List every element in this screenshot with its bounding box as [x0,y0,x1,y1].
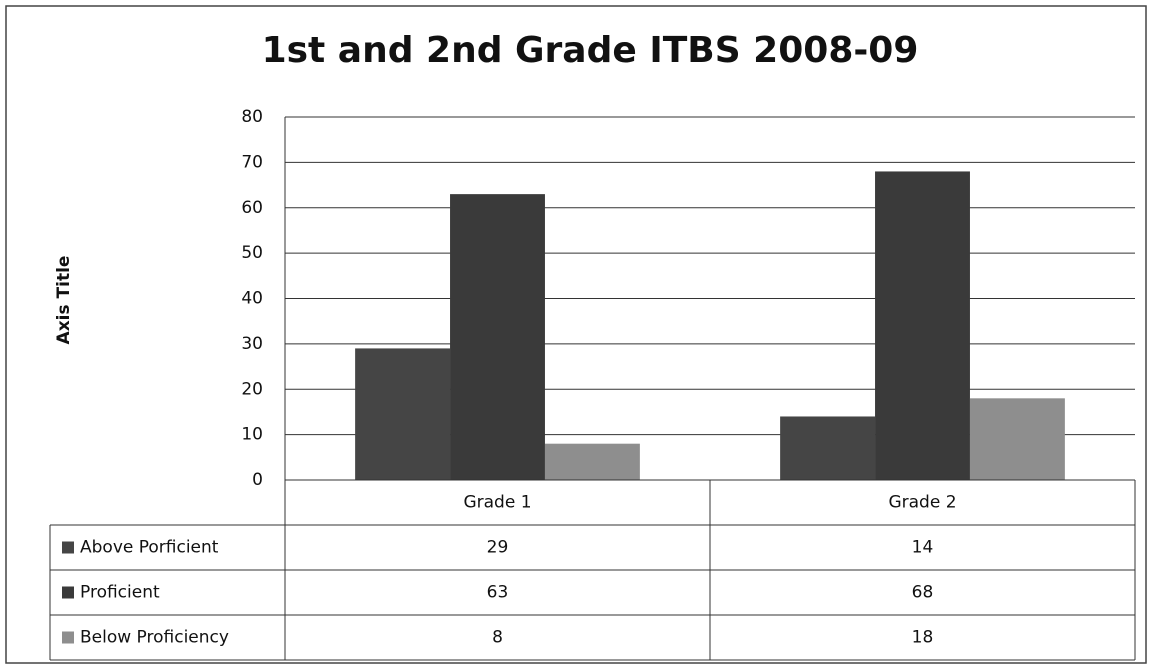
y-tick-label: 10 [241,425,263,445]
table-value: 29 [487,538,509,558]
legend-label: Below Proficiency [80,628,229,648]
x-tick-label: Grade 1 [463,493,531,513]
y-tick-label: 20 [241,379,263,399]
y-tick-label: 0 [252,470,263,490]
chart-title: 1st and 2nd Grade ITBS 2008-09 [262,30,919,71]
legend-label: Above Porficient [80,538,219,558]
x-tick-label: Grade 2 [888,493,956,513]
y-tick-label: 30 [241,334,263,354]
bar [969,398,1065,480]
y-tick-label: 70 [241,152,263,172]
y-tick-label: 80 [241,107,263,127]
y-tick-label: 40 [241,289,263,309]
table-value: 8 [492,628,503,648]
chart-frame [5,5,1147,664]
legend-swatch [62,541,74,554]
bar [355,348,451,480]
y-axis-title: Axis Title [54,256,74,345]
legend-label: Proficient [80,583,160,603]
bar [780,416,876,480]
bar [544,443,640,480]
y-tick-label: 60 [241,198,263,218]
bar [875,171,970,480]
table-value: 14 [912,538,934,558]
table-value: 68 [912,583,934,603]
legend-swatch [62,586,74,599]
legend-swatch [62,631,74,644]
table-value: 63 [487,583,509,603]
bar [450,194,545,480]
table-value: 18 [912,628,934,648]
y-tick-label: 50 [241,243,263,263]
